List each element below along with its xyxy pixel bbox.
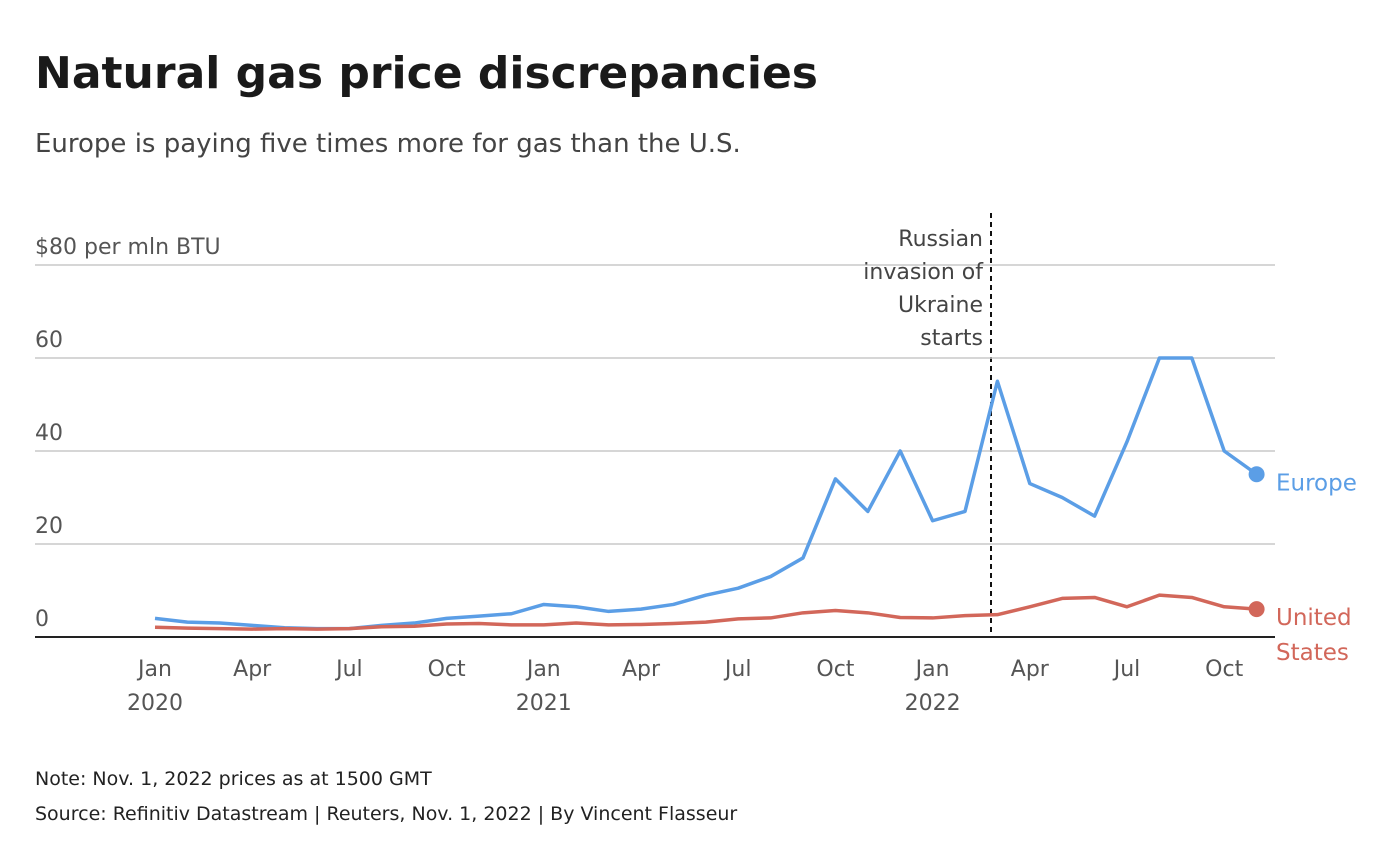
- x-tick-year: 2020: [127, 691, 183, 716]
- chart-subtitle: Europe is paying five times more for gas…: [35, 129, 741, 159]
- end-dot: [1248, 601, 1265, 618]
- annotation: Russian: [898, 227, 983, 252]
- note: Note: Nov. 1, 2022 prices as at 1500 GMT: [35, 768, 432, 790]
- x-tick-label: Jan: [136, 657, 172, 682]
- end-dot: [1248, 466, 1265, 483]
- x-tick-label: Jul: [723, 657, 752, 682]
- x-tick-label: Apr: [622, 657, 661, 682]
- y-tick-label: 0: [35, 607, 49, 632]
- series-line: [154, 356, 1258, 631]
- x-tick-label: Jan: [914, 657, 950, 682]
- chart-title: Natural gas price discrepancies: [35, 48, 818, 99]
- x-tick-year: 2021: [516, 691, 572, 716]
- y-tick-label: 60: [35, 328, 63, 353]
- x-tick-label: Oct: [428, 657, 466, 682]
- annotation: Ukraine: [898, 293, 983, 318]
- series-label: Europe: [1276, 470, 1357, 496]
- y-tick-label: $80 per mln BTU: [35, 235, 221, 260]
- source: Source: Refinitiv Datastream | Reuters, …: [35, 803, 737, 825]
- x-tick-year: 2022: [905, 691, 961, 716]
- x-tick-label: Oct: [816, 657, 854, 682]
- x-tick-label: Apr: [233, 657, 272, 682]
- annotation: starts: [920, 326, 983, 351]
- y-tick-label: 40: [35, 421, 63, 446]
- x-tick-label: Oct: [1205, 657, 1243, 682]
- series-label: United States: [1276, 605, 1352, 666]
- x-tick-label: Jul: [1112, 657, 1141, 682]
- x-tick-label: Apr: [1011, 657, 1050, 682]
- annotation: invasion of: [863, 260, 984, 285]
- series-line: [154, 593, 1257, 631]
- x-tick-label: Jul: [334, 657, 363, 682]
- y-tick-label: 20: [35, 514, 63, 539]
- x-tick-label: Jan: [525, 657, 561, 682]
